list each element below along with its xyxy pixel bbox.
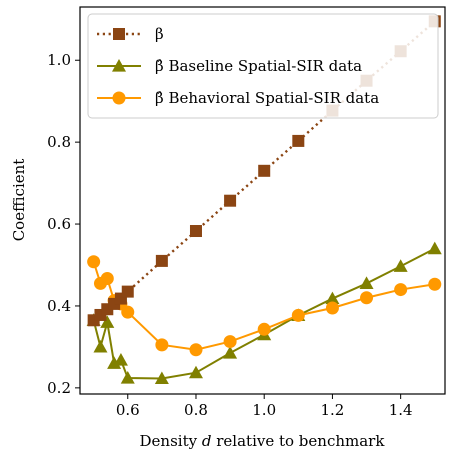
- legend-marker: [112, 91, 126, 105]
- data-point: [428, 277, 442, 291]
- legend: β β̂ Baseline Spatial-SIR data β̂ Behavior…: [87, 13, 439, 119]
- x-tick-label: 1.4: [389, 401, 413, 419]
- data-point: [325, 291, 340, 305]
- y-tick-label: 0.4: [47, 297, 71, 315]
- data-point: [292, 134, 305, 147]
- series-2: [87, 255, 442, 357]
- data-point: [427, 241, 442, 255]
- legend-marker: [112, 59, 126, 72]
- y-tick-label: 0.6: [47, 215, 71, 233]
- y-axis-label: Coefficient: [10, 159, 28, 242]
- data-point: [87, 255, 101, 269]
- data-point: [393, 259, 408, 272]
- data-point: [360, 291, 374, 305]
- data-point: [154, 371, 169, 385]
- data-point: [258, 164, 271, 177]
- data-point: [359, 276, 374, 290]
- x-tick-label: 1.2: [321, 401, 345, 419]
- series-line: [92, 247, 436, 380]
- legend-box: [87, 13, 439, 119]
- data-point: [291, 308, 305, 322]
- x-tick-label: 0.8: [184, 401, 208, 419]
- legend-label: β̂ Baseline Spatial-SIR data: [155, 57, 362, 75]
- legend-label: β: [155, 25, 164, 43]
- data-point: [155, 254, 168, 267]
- y-tick-label: 0.2: [47, 379, 71, 397]
- x-tick-label: 0.6: [116, 401, 140, 419]
- data-point: [394, 283, 408, 297]
- data-point: [224, 194, 237, 207]
- data-point: [188, 365, 203, 379]
- data-point: [121, 285, 134, 298]
- data-point: [120, 371, 135, 384]
- y-tick-label: 1.0: [47, 51, 71, 69]
- x-axis-label: Density d relative to benchmark: [140, 432, 386, 450]
- ticks-layer: 0.6 0.8 1.0 1.2 1.4 0.2 0.4 0.6 0.8 1.0: [47, 51, 412, 419]
- plot-frame: [79, 6, 446, 395]
- x-tick-label: 1.0: [252, 401, 276, 419]
- legend-label: β̂ Behavioral Spatial-SIR data: [155, 89, 379, 107]
- data-point: [223, 335, 237, 349]
- data-point: [121, 305, 135, 319]
- data-point: [100, 315, 115, 328]
- data-point: [325, 301, 339, 315]
- data-point: [257, 322, 271, 336]
- data-point: [100, 272, 114, 286]
- data-point: [155, 338, 169, 352]
- data-point: [189, 225, 202, 238]
- data-point: [189, 343, 203, 357]
- data-point: [107, 356, 122, 369]
- series-1: [86, 241, 442, 385]
- legend-marker: [113, 28, 125, 40]
- data-point: [93, 339, 108, 353]
- data-point: [223, 346, 238, 359]
- data-point: [113, 353, 128, 366]
- y-tick-label: 0.8: [47, 133, 71, 151]
